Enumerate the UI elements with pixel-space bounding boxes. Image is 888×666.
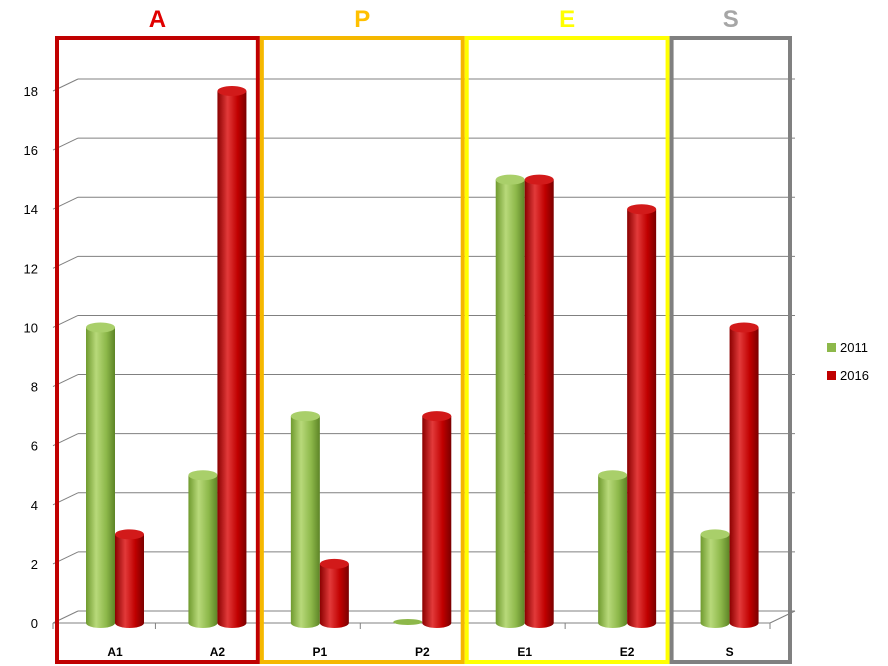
bar-2016-P2	[422, 411, 452, 628]
group-boxes: A P E S	[55, 6, 792, 664]
y-tick-label: 18	[24, 84, 38, 99]
bar-2016-E1	[524, 174, 554, 628]
y-axis: 0 2 4 6 8 10 12 14 16 18	[24, 84, 38, 631]
bar-2016-P1	[319, 558, 349, 628]
y-tick-label: 10	[24, 320, 38, 335]
x-tick-label: E1	[517, 645, 532, 659]
group-box-S	[669, 36, 792, 664]
x-tick-label: E2	[620, 645, 635, 659]
x-axis-labels: A1 A2 P1 P2 E1 E2 S	[107, 645, 733, 659]
legend-swatch-2016	[827, 371, 836, 380]
bar-2011-E2	[598, 470, 628, 628]
y-tick-label: 6	[31, 439, 38, 454]
x-tick-label: P1	[313, 645, 328, 659]
bars	[86, 86, 759, 628]
bar-2011-A2	[188, 470, 218, 628]
legend-swatch-2011	[827, 343, 836, 352]
legend-label-2016: 2016	[840, 368, 869, 383]
y-tick-label: 2	[31, 557, 38, 572]
legend-label-2011: 2011	[840, 340, 868, 355]
y-tick-label: 4	[31, 498, 38, 513]
group-title-A: A	[149, 6, 166, 33]
y-tick-label: 14	[24, 202, 38, 217]
y-tick-label: 16	[24, 143, 38, 158]
x-tick-label: S	[726, 645, 734, 659]
x-tick-label: A1	[107, 645, 123, 659]
group-box-A	[55, 36, 260, 664]
bar-2016-A2	[217, 86, 247, 628]
bar-2011-P1	[290, 411, 320, 628]
bar-2011-P2	[393, 619, 423, 625]
y-tick-label: 8	[31, 380, 38, 395]
bar-2016-E2	[627, 204, 657, 628]
bar-2016-A1	[115, 529, 144, 628]
x-tick-label: A2	[210, 645, 226, 659]
group-title-P: P	[354, 6, 370, 33]
y-tick-label: 12	[24, 261, 38, 276]
y-tick-label: 0	[31, 616, 38, 631]
bar-2011-S	[700, 529, 730, 628]
group-title-S: S	[723, 6, 739, 33]
bar-2016-S	[729, 322, 759, 628]
legend: 2011 2016	[827, 340, 869, 383]
group-box-P	[259, 36, 465, 664]
bar-2011-E1	[495, 174, 525, 628]
bar-2011-A1	[86, 322, 115, 628]
x-tick-label: P2	[415, 645, 430, 659]
group-box-E	[464, 36, 670, 664]
group-title-E: E	[559, 6, 575, 33]
